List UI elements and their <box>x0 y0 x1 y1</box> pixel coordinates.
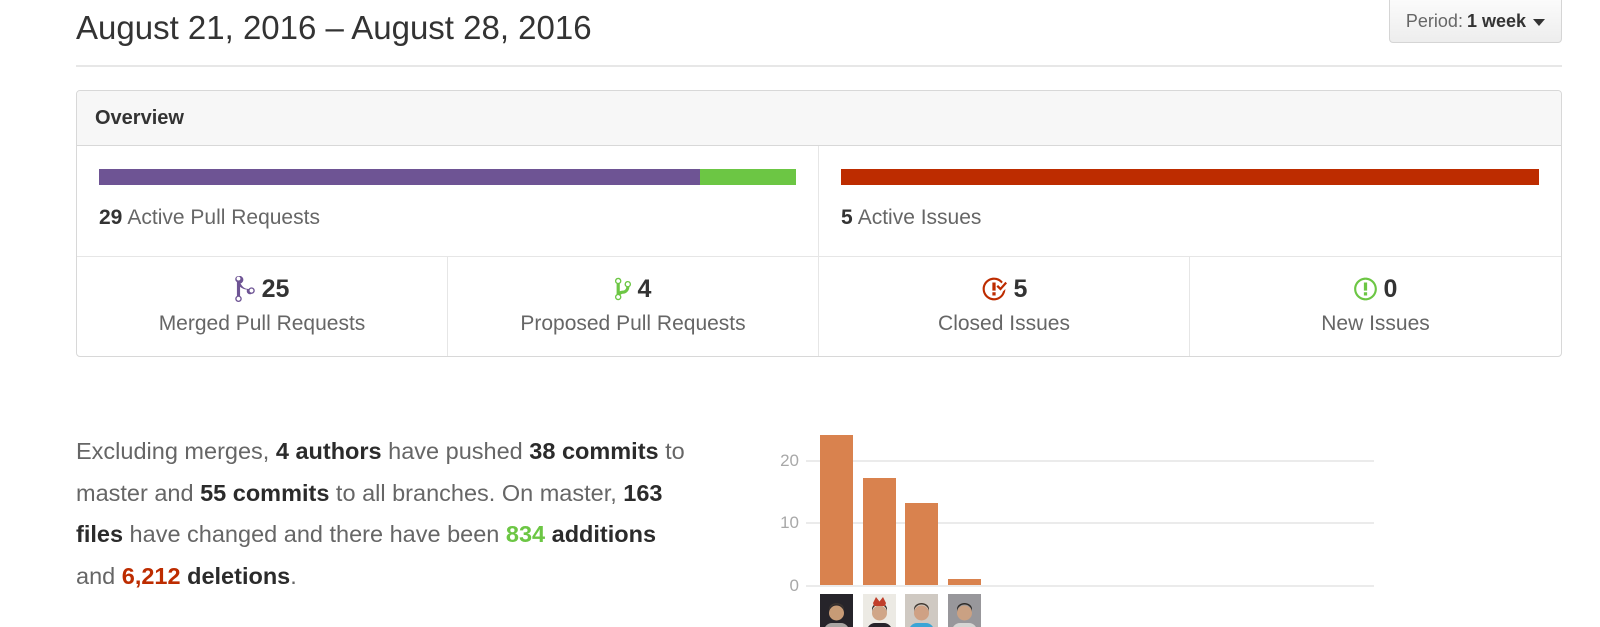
issues-half: 5 Active Issues <box>819 146 1561 256</box>
overview-panel-header: Overview <box>77 91 1561 146</box>
y-axis-tick: 20 <box>780 450 799 470</box>
active-issues-count: 5 <box>841 206 853 229</box>
summary-segment: Excluding merges, <box>76 438 276 464</box>
active-issues-caption: 5 Active Issues <box>841 204 1539 232</box>
stat-cell-closed-issues[interactable]: 5 Closed Issues <box>819 257 1190 356</box>
summary-segment: have pushed <box>381 438 530 464</box>
active-pr-count: 29 <box>99 206 123 229</box>
author-avatar-image <box>905 594 938 627</box>
commits-chart: 0 10 20 <box>76 425 1486 627</box>
stat-count: 25 <box>261 274 290 303</box>
y-axis-tick: 10 <box>780 513 799 533</box>
active-pr-label: Active Pull Requests <box>127 206 320 229</box>
commit-bar <box>862 478 896 585</box>
stat-top: 25 <box>77 274 447 304</box>
period-label: Period: <box>1405 11 1463 31</box>
overview-panel: Overview 29 Active Pull Requests 5 Active … <box>76 90 1562 357</box>
overview-stats-row: 25 Merged Pull Requests 4 Proposed Pull Req… <box>77 256 1561 356</box>
pull-requests-half: 29 Active Pull Requests <box>77 146 819 256</box>
author-avatar[interactable] <box>862 594 896 627</box>
stat-count: 5 <box>1013 274 1028 303</box>
stat-cell-new-issues[interactable]: 0 New Issues <box>1190 257 1561 356</box>
bottom-section: Excluding merges, 4 authors have pushed … <box>76 425 1562 627</box>
stat-label: Proposed Pull Requests <box>520 312 746 335</box>
date-range-heading: August 21, 2016 – August 28, 2016 <box>76 9 592 46</box>
stat-label: New Issues <box>1321 312 1430 335</box>
summary-segment: 55 commits <box>200 479 330 506</box>
summary-segment: 38 commits <box>529 438 659 464</box>
stat-count: 4 <box>637 274 652 303</box>
summary-segment: to <box>658 438 685 464</box>
summary-segment: to all branches. On master, <box>329 479 624 506</box>
merged-pr-segment <box>99 169 700 185</box>
stat-top: 0 <box>1190 274 1561 304</box>
commit-bar <box>820 434 853 585</box>
gridline <box>806 459 1374 462</box>
gridline <box>806 585 1374 587</box>
activity-bars-row: 29 Active Pull Requests 5 Active Issues <box>77 146 1561 256</box>
commit-bar <box>905 503 938 585</box>
proposed-pr-segment <box>699 169 796 185</box>
author-avatar[interactable] <box>820 594 853 627</box>
summary-segment: . <box>290 562 297 589</box>
author-avatar[interactable] <box>947 594 981 627</box>
git-merge-icon <box>234 276 255 302</box>
active-issues-label: Active Issues <box>857 206 982 229</box>
summary-text: Excluding merges, 4 authors have pushed … <box>76 425 796 597</box>
summary-segment: 834 <box>505 521 546 547</box>
summary-segment: 4 authors <box>275 438 382 464</box>
issue-closed-icon <box>982 277 1007 301</box>
stat-cell-proposed-pull-requests[interactable]: 4 Proposed Pull Requests <box>448 257 819 356</box>
issue-opened-icon <box>1353 277 1377 301</box>
git-branch-icon <box>614 277 631 301</box>
stat-cell-merged-pull-requests[interactable]: 25 Merged Pull Requests <box>77 257 448 356</box>
y-axis-tick: 0 <box>789 576 799 595</box>
period-value: 1 week <box>1466 11 1526 31</box>
active-pr-caption: 29 Active Pull Requests <box>99 204 796 232</box>
stat-label: Closed Issues <box>938 312 1070 335</box>
author-avatar-image <box>862 594 896 627</box>
summary-segment: additions <box>551 521 657 547</box>
stat-top: 5 <box>819 274 1189 304</box>
summary-segment: master and <box>76 479 201 506</box>
summary-segment: and <box>76 562 122 589</box>
issues-progress-bar <box>841 169 1539 185</box>
pr-progress-bar <box>99 169 796 185</box>
summary-segment: have changed and there have been <box>123 521 506 547</box>
stat-label: Merged Pull Requests <box>158 312 366 335</box>
author-avatar-image <box>947 594 981 627</box>
stat-top: 4 <box>448 274 818 304</box>
summary-segment: 163 <box>623 479 663 506</box>
summary-segment: files <box>76 521 124 547</box>
commit-bar <box>947 578 981 585</box>
chevron-down-icon <box>1533 18 1545 26</box>
author-avatar[interactable] <box>905 594 938 627</box>
period-button[interactable]: Period: 1 week <box>1388 0 1562 43</box>
closed-issues-segment <box>841 169 1539 185</box>
gridline <box>806 522 1374 525</box>
title-divider <box>76 65 1562 67</box>
author-avatar-image <box>820 594 853 627</box>
stat-count: 0 <box>1383 274 1398 303</box>
summary-segment: deletions <box>187 562 291 589</box>
summary-segment: 6,212 <box>121 562 181 589</box>
